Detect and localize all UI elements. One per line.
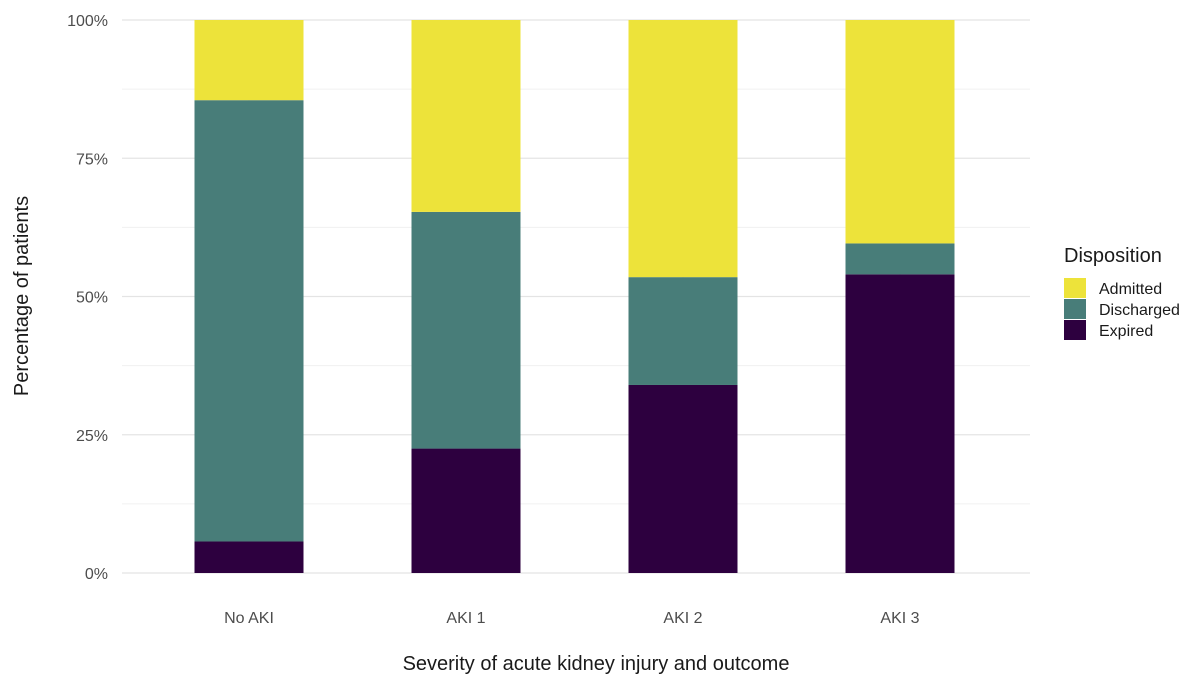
legend-item-admitted: Admitted	[1064, 278, 1162, 298]
x-tick-labels: No AKI AKI 1 AKI 2 AKI 3	[224, 610, 920, 627]
bar-segment-aki-3-admitted	[845, 20, 955, 244]
bar-segment-no-aki-discharged	[194, 100, 304, 542]
y-axis-title: Percentage of patients	[11, 196, 33, 396]
x-tick-label: AKI 1	[446, 610, 485, 627]
y-tick-label: 100%	[67, 13, 108, 30]
bar-segment-aki-3-discharged	[845, 243, 955, 275]
legend-title: Disposition	[1064, 245, 1162, 267]
legend-items: Admitted Discharged Expired	[1064, 278, 1180, 340]
y-tick-label: 25%	[76, 428, 108, 445]
legend-label: Admitted	[1099, 281, 1162, 298]
bar-segment-aki-2-admitted	[628, 20, 738, 278]
legend-item-expired: Expired	[1064, 320, 1153, 340]
bar-stack-aki-1	[411, 20, 521, 573]
bar-stack-no-aki	[194, 20, 304, 573]
legend-swatch	[1064, 320, 1086, 340]
legend-label: Discharged	[1099, 302, 1180, 319]
bar-segment-aki-1-expired	[411, 448, 521, 573]
x-axis-title: Severity of acute kidney injury and outc…	[403, 653, 790, 675]
x-tick-label: AKI 3	[880, 610, 919, 627]
legend-swatch	[1064, 278, 1086, 298]
bar-segment-aki-2-discharged	[628, 277, 738, 385]
x-tick-label: AKI 2	[663, 610, 702, 627]
y-tick-labels: 0% 25% 50% 75% 100%	[67, 13, 108, 583]
bar-segment-no-aki-expired	[194, 541, 304, 573]
legend-swatch	[1064, 299, 1086, 319]
bar-segment-no-aki-admitted	[194, 20, 304, 101]
bar-segment-aki-2-expired	[628, 384, 738, 573]
y-tick-label: 50%	[76, 290, 108, 307]
bar-segment-aki-1-discharged	[411, 211, 521, 449]
bar-segment-aki-1-admitted	[411, 20, 521, 212]
bar-stack-aki-2	[628, 20, 738, 573]
x-tick-label: No AKI	[224, 610, 274, 627]
y-tick-label: 0%	[85, 566, 108, 583]
bar-segment-aki-3-expired	[845, 274, 955, 573]
legend-item-discharged: Discharged	[1064, 299, 1180, 319]
legend-label: Expired	[1099, 323, 1153, 340]
bar-stack-aki-3	[845, 20, 955, 573]
bars	[194, 20, 955, 573]
legend: Disposition Admitted Discharged Expired	[1064, 245, 1180, 340]
y-tick-label: 75%	[76, 151, 108, 168]
